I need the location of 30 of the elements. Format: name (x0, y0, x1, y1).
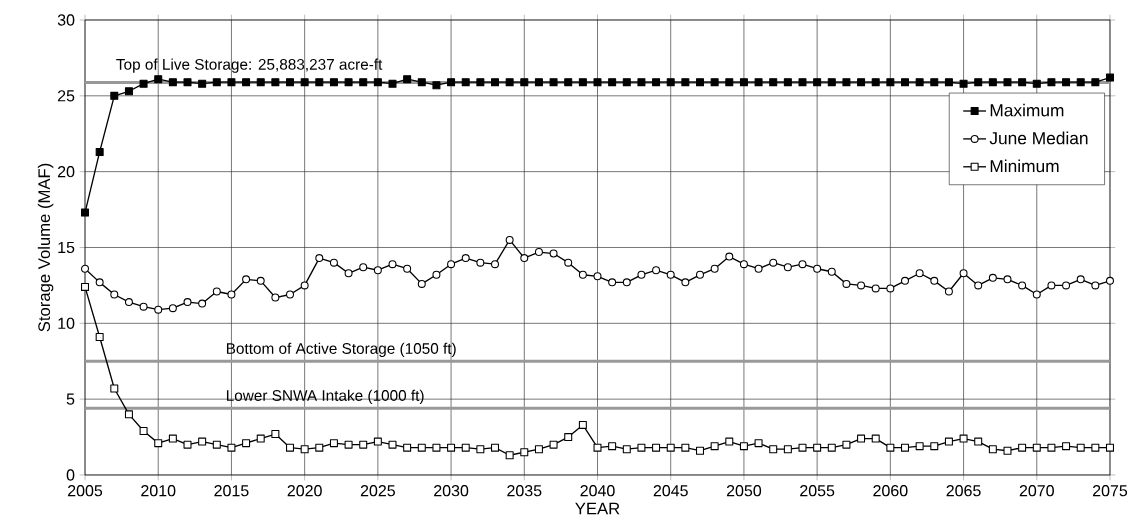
legend-label: Maximum (990, 103, 1064, 117)
x-tick-label: 2050 (726, 485, 762, 497)
x-tick-label: 2005 (68, 485, 103, 497)
ref-line-label: Lower SNWA Intake (1000 ft) (226, 389, 424, 404)
ref-line-label: Bottom of Active Storage (1050 ft) (226, 342, 456, 357)
y-tick-label: 30 (57, 14, 75, 26)
x-tick-label: 2075 (1092, 485, 1128, 497)
x-tick-label: 2030 (434, 485, 469, 497)
legend-label: Minimum (990, 159, 1059, 173)
x-tick-label: 2020 (287, 485, 322, 497)
x-tick-label: 2010 (141, 485, 176, 497)
y-tick-label: 0 (66, 469, 75, 481)
y-tick-label: 15 (58, 241, 75, 254)
x-tick-label: 2045 (653, 485, 688, 497)
y-tick-label: 5 (66, 393, 75, 405)
legend-label: June Median (989, 131, 1088, 145)
ref-line-label: Top of Live Storage: 25,883,237 acre-ft (116, 58, 383, 73)
x-tick-label: 2025 (360, 485, 395, 497)
x-tick-label: 2035 (507, 485, 542, 497)
y-tick-label: 25 (57, 90, 75, 102)
x-tick-label: 2015 (214, 485, 249, 497)
y-axis-title: Storage Volume (MAF) (37, 163, 54, 332)
x-tick-label: 2055 (800, 485, 835, 497)
x-axis-title: YEAR (575, 502, 620, 515)
x-tick-label: 2065 (946, 485, 981, 497)
x-tick-label: 2040 (580, 485, 615, 497)
x-tick-label: 2060 (873, 485, 908, 497)
y-tick-label: 20 (57, 166, 75, 178)
x-tick-label: 2070 (1019, 485, 1054, 497)
y-tick-label: 10 (58, 317, 75, 329)
